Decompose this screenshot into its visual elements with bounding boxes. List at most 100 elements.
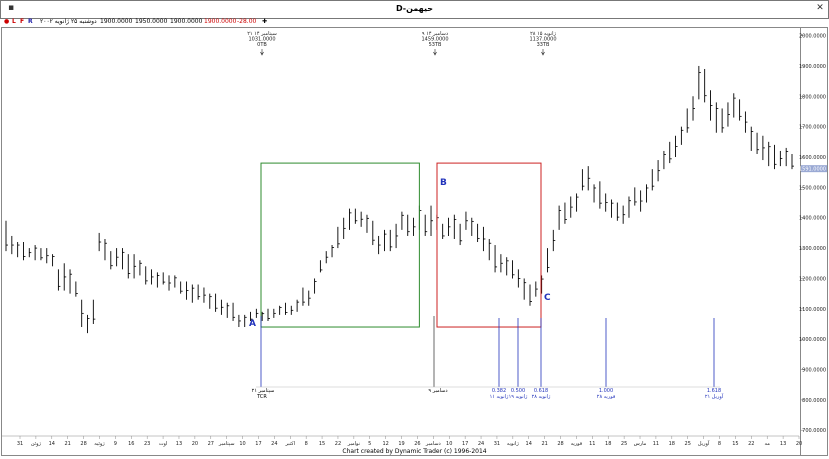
top-annotation-text: 1031.0000 (248, 37, 275, 43)
projection-date: ۲۸ ژانویه (532, 394, 551, 400)
top-annotation-text: 1137.0000 (529, 37, 556, 43)
projection-date: ۱۱ ژانویه (490, 394, 509, 400)
bottom-date-a: ۲۱ سپتامبر (252, 388, 275, 394)
x-tick-label: 14 (526, 441, 532, 447)
top-annotation-text: ۲۸ ژانویه ۱۵ (530, 31, 556, 37)
chart-footer: Chart created by Dynamic Trader (c) 1996… (342, 448, 487, 455)
x-tick-label: 5 (368, 441, 371, 447)
y-tick-label: 800.0000 (802, 398, 826, 404)
projection-ratio: 0.500 (511, 388, 525, 394)
x-tick-label: 25 (621, 441, 627, 447)
x-tick-label: آوریل (698, 440, 710, 447)
x-tick-label: 22 (335, 441, 341, 447)
x-tick-label: 15 (319, 441, 325, 447)
x-tick-label: 11 (589, 441, 595, 447)
x-tick-label: اوت (159, 441, 168, 447)
window-titlebar: ▪ D-حيهمن ✕ (0, 0, 829, 19)
top-annotation-text: 1459.0000 (421, 37, 448, 43)
top-annotation-arrowhead (541, 51, 545, 56)
x-tick-label: 28 (80, 441, 86, 447)
y-tick-label: 1700.0000 (799, 125, 826, 131)
x-tick-label: 22 (748, 441, 754, 447)
y-tick-label: 900.0000 (802, 368, 826, 374)
projection-ratio: 0.618 (534, 388, 548, 394)
x-tick-label: مارس (634, 441, 647, 447)
point-label-a: A (249, 319, 256, 329)
y-tick-label: 1100.0000 (799, 307, 826, 313)
projection-ratio: 0.382 (492, 388, 506, 394)
crosshair-icon[interactable]: ✚ (262, 18, 268, 25)
y-tick-label: 1300.0000 (799, 246, 826, 252)
info-open: 1900.0000 (100, 18, 133, 25)
projection-ratio: 1.618 (707, 388, 721, 394)
info-bar: ● L F R دوشنبه ۲۵ ژانویه ۲۰۰۲ 1900.0000 … (0, 17, 829, 27)
projection-date: ۱۹ ژانویه (509, 394, 528, 400)
point-label-c: C (544, 293, 551, 303)
x-tick-label: 17 (462, 441, 468, 447)
x-tick-label: 28 (557, 441, 563, 447)
x-tick-label: فوریه (571, 441, 583, 447)
y-tick-label: 1800.0000 (799, 94, 826, 100)
info-close: 1900.0000 (204, 18, 237, 25)
toolbar-f-button[interactable]: F (20, 18, 25, 25)
y-tick-label: 1600.0000 (799, 155, 826, 161)
info-change: -28.00 (237, 18, 257, 25)
menu-icon[interactable]: ▪ (7, 3, 15, 13)
info-date: دوشنبه ۲۵ ژانویه ۲۰۰۲ (40, 18, 97, 25)
x-tick-label: دسامبر (425, 441, 441, 447)
y-tick-label: 1500.0000 (799, 185, 826, 191)
y-tick-label: 2000.0000 (799, 34, 826, 40)
x-tick-label: 24 (271, 441, 277, 447)
x-tick-label: 31 (494, 441, 500, 447)
x-tick-label: 18 (605, 441, 611, 447)
x-tick-label: سپتامبر (218, 441, 235, 447)
box-b-c (436, 162, 542, 328)
toolbar-r-button[interactable]: R (28, 18, 33, 25)
last-price-box (801, 165, 827, 173)
projection-ratio: 1.000 (599, 388, 613, 394)
y-tick-label: 700.0000 (802, 428, 826, 434)
close-dot-icon[interactable]: ● (4, 18, 10, 25)
top-annotation-text: ۹ دسامبر ۱۴ (422, 31, 448, 37)
x-tick-label: 16 (128, 441, 134, 447)
x-tick-label: 19 (398, 441, 404, 447)
x-tick-label: 8 (305, 441, 308, 447)
x-tick-label: 21 (65, 441, 71, 447)
y-tick-label: 1400.0000 (799, 216, 826, 222)
x-tick-label: 25 (685, 441, 691, 447)
y-tick-label: 1900.0000 (799, 64, 826, 70)
x-tick-label: 10 (239, 441, 245, 447)
x-tick-label: 26 (414, 441, 420, 447)
bottom-date-b: ۹ دسامبر (428, 388, 447, 394)
x-tick-label: مه (765, 441, 771, 447)
last-price-label: 1591.0000 (799, 167, 826, 173)
box-a-b (260, 162, 420, 328)
projection-date: ۲۱ آوریل (705, 393, 724, 400)
top-annotation-text: ۲۱ سپتامبر ۱۴ (247, 31, 277, 37)
x-tick-label: 10 (446, 441, 452, 447)
y-tick-label: 1200.0000 (799, 276, 826, 282)
y-tick-label: 1000.0000 (799, 337, 826, 343)
x-tick-label: 13 (780, 441, 786, 447)
top-annotation-text: 33TB (537, 42, 550, 48)
x-tick-label: 21 (541, 441, 547, 447)
x-tick-label: 11 (653, 441, 659, 447)
top-annotation-arrowhead (433, 51, 437, 56)
info-low: 1900.0000 (170, 18, 203, 25)
x-tick-label: 20 (192, 441, 198, 447)
close-icon[interactable]: ✕ (816, 3, 824, 13)
x-tick-label: 15 (732, 441, 738, 447)
price-axis (800, 27, 828, 456)
info-high: 1950.0000 (135, 18, 168, 25)
toolbar-l-button[interactable]: L (12, 18, 16, 25)
x-tick-label: 8 (718, 441, 721, 447)
x-tick-label: 9 (114, 441, 117, 447)
x-tick-label: ژوئیه (94, 441, 105, 447)
x-tick-label: 13 (176, 441, 182, 447)
x-tick-label: 27 (208, 441, 214, 447)
x-tick-label: نوامبر (347, 441, 360, 447)
x-tick-label: 20 (796, 441, 802, 447)
chart-area (1, 27, 801, 456)
x-tick-label: 23 (144, 441, 150, 447)
